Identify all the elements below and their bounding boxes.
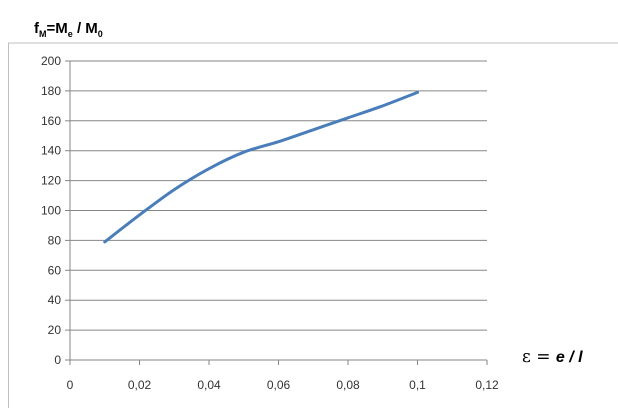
x-tick-label: 0,1 (409, 378, 426, 392)
y-tick-label: 140 (41, 144, 61, 158)
x-tick-label: 0,08 (336, 378, 360, 392)
x-tick-label: 0,04 (197, 378, 221, 392)
y-tick-label: 200 (41, 54, 61, 68)
y-tick-label: 100 (41, 204, 61, 218)
y-tick-label: 160 (41, 114, 61, 128)
y-tick-label: 0 (54, 353, 61, 367)
y-tick-labels: 0 20 40 60 80 100 120 140 160 180 200 (41, 54, 70, 367)
y-tick-label: 80 (48, 233, 62, 247)
y-axis-label: fM=Me / M0 (34, 20, 103, 39)
x-tick-label: 0,02 (128, 378, 152, 392)
y-tick-label: 60 (48, 263, 62, 277)
x-tick-label: 0,06 (267, 378, 291, 392)
x-axis-label: ε = e / l (522, 347, 583, 367)
y-tick-label: 40 (48, 293, 62, 307)
y-tick-label: 20 (48, 323, 62, 337)
x-tick-label: 0,12 (475, 378, 499, 392)
y-tick-label: 180 (41, 84, 61, 98)
x-tick-labels: 0 0,02 0,04 0,06 0,08 0,1 0,12 (67, 360, 499, 392)
x-tick-label: 0 (67, 378, 74, 392)
series-line (103, 90, 419, 244)
y-tick-label: 120 (41, 174, 61, 188)
gridlines (70, 60, 487, 331)
